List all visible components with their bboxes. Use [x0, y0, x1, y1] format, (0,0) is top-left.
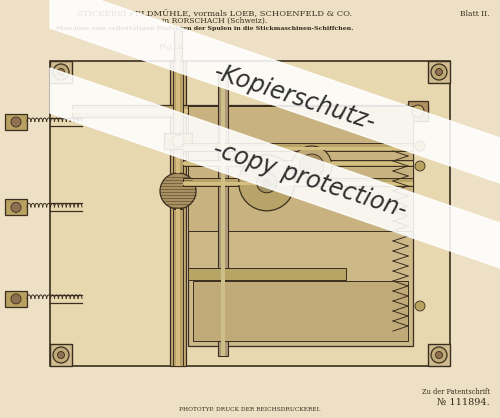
- Circle shape: [160, 173, 196, 209]
- Circle shape: [436, 69, 442, 76]
- Text: -Kopierschutz-: -Kopierschutz-: [211, 61, 379, 135]
- Text: Blatt II.: Blatt II.: [460, 10, 490, 18]
- Circle shape: [412, 105, 424, 117]
- Bar: [176, 209, 180, 366]
- Circle shape: [300, 154, 324, 178]
- Bar: [183, 162, 413, 165]
- Text: Fig. 2.: Fig. 2.: [158, 43, 185, 51]
- Bar: [218, 71, 228, 356]
- Circle shape: [58, 69, 64, 76]
- Text: PHOTOTYP. DRUCK DER REICHSDRUCKEREI.: PHOTOTYP. DRUCK DER REICHSDRUCKEREI.: [179, 407, 321, 412]
- Bar: [188, 106, 413, 346]
- Circle shape: [436, 352, 442, 359]
- Bar: [176, 31, 180, 61]
- Circle shape: [415, 141, 425, 151]
- Bar: [173, 61, 183, 173]
- Bar: [183, 160, 413, 166]
- Bar: [173, 209, 183, 366]
- Circle shape: [172, 135, 184, 147]
- Circle shape: [415, 161, 425, 171]
- Bar: [428, 61, 450, 83]
- Circle shape: [53, 347, 69, 363]
- Circle shape: [431, 64, 447, 80]
- Bar: [174, 31, 182, 61]
- Circle shape: [415, 301, 425, 311]
- Circle shape: [53, 64, 69, 80]
- Circle shape: [11, 117, 21, 127]
- Bar: [183, 178, 413, 186]
- Bar: [183, 182, 413, 185]
- Bar: [5, 114, 27, 130]
- Circle shape: [11, 294, 21, 304]
- Bar: [408, 101, 428, 121]
- Bar: [428, 344, 450, 366]
- Bar: [188, 106, 413, 231]
- Polygon shape: [50, 68, 500, 268]
- Bar: [50, 61, 72, 83]
- Circle shape: [257, 173, 277, 193]
- Text: Zu der Patentschrift: Zu der Patentschrift: [422, 388, 490, 396]
- Text: № 111894.: № 111894.: [437, 398, 490, 407]
- Circle shape: [431, 347, 447, 363]
- Text: -copy protection-: -copy protection-: [210, 138, 410, 223]
- Bar: [50, 344, 72, 366]
- Bar: [72, 105, 428, 117]
- Bar: [164, 133, 192, 149]
- Bar: [183, 147, 413, 150]
- Bar: [170, 61, 186, 366]
- Bar: [5, 291, 27, 307]
- Bar: [175, 61, 181, 366]
- Circle shape: [263, 179, 271, 187]
- Circle shape: [239, 155, 295, 211]
- Bar: [72, 109, 428, 113]
- Bar: [183, 143, 413, 151]
- Bar: [221, 71, 225, 356]
- Bar: [193, 281, 408, 341]
- Polygon shape: [50, 0, 500, 183]
- Text: in RORSCHACH (Schweiz).: in RORSCHACH (Schweiz).: [162, 17, 268, 25]
- Bar: [5, 199, 27, 215]
- Text: Maschine zum selbsttätigen Einführen der Spulen in die Stickmaschinen-Schiffchen: Maschine zum selbsttätigen Einführen der…: [56, 25, 354, 31]
- Bar: [188, 268, 346, 280]
- Circle shape: [292, 146, 332, 186]
- Bar: [50, 61, 450, 366]
- Circle shape: [58, 352, 64, 359]
- Text: STICKEREI FELDMÜHLE, vormals LOEB, SCHOENFELD & CO.: STICKEREI FELDMÜHLE, vormals LOEB, SCHOE…: [78, 10, 352, 18]
- Bar: [176, 61, 180, 173]
- Circle shape: [11, 202, 21, 212]
